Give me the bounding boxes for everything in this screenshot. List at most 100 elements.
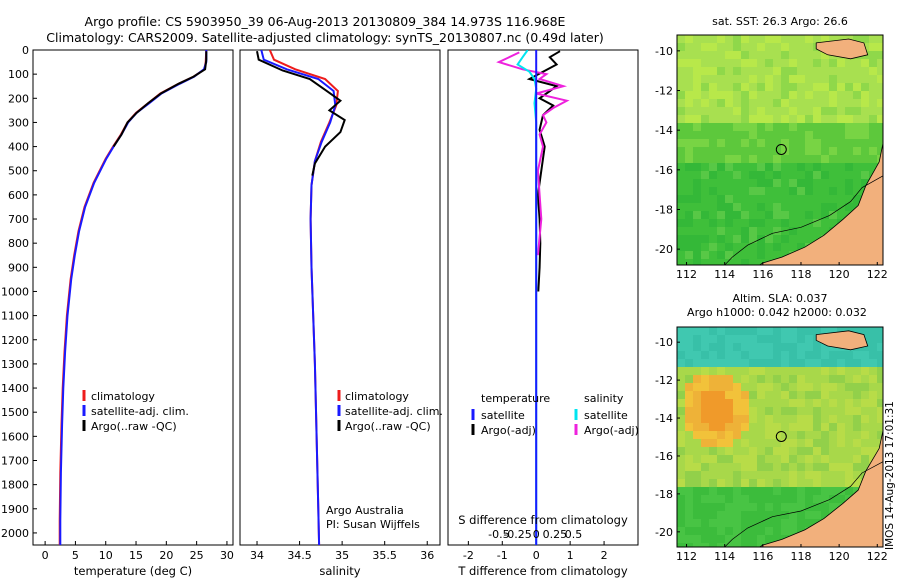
legend-label: climatology (91, 390, 155, 403)
map-cell (861, 155, 869, 163)
map-cell (757, 487, 765, 495)
map-cell (797, 123, 805, 131)
map-cell (805, 423, 813, 431)
x-tick-label: 118 (790, 550, 811, 563)
map-cell (717, 171, 725, 179)
map-cell (781, 187, 789, 195)
map-cell (685, 415, 693, 423)
map-cell (861, 123, 869, 131)
map-cell (749, 187, 757, 195)
map-cell (853, 375, 861, 383)
map-cell (733, 43, 741, 51)
map-cell (717, 179, 725, 187)
map-cell (749, 479, 757, 487)
x-tick-label: 114 (714, 268, 735, 281)
map-cell (741, 235, 749, 243)
map-cell (829, 219, 837, 227)
map-cell (765, 327, 773, 335)
map-cell (845, 383, 853, 391)
map-cell (813, 455, 821, 463)
map-cell (821, 35, 829, 43)
map-cell (725, 327, 733, 335)
map-cell (725, 391, 733, 399)
map-cell (861, 35, 869, 43)
map-cell (781, 327, 789, 335)
map-cell (797, 423, 805, 431)
map-cell (749, 455, 757, 463)
temperature-axis-label: temperature (deg C) (74, 564, 192, 578)
map-cell (877, 343, 883, 351)
x-tick-label: 34.5 (287, 549, 312, 562)
map-cell (773, 211, 781, 219)
map-cell (845, 479, 853, 487)
map-cell (749, 327, 757, 335)
map-cell (781, 35, 789, 43)
map-cell (733, 327, 741, 335)
map-cell (741, 59, 749, 67)
map-cell (797, 107, 805, 115)
map-cell (701, 415, 709, 423)
map-cell (797, 187, 805, 195)
map-cell (741, 35, 749, 43)
map-cell (685, 91, 693, 99)
map-cell (829, 415, 837, 423)
map-cell (813, 423, 821, 431)
map-cell (765, 511, 773, 519)
map-cell (837, 471, 845, 479)
map-cell (765, 407, 773, 415)
map-cell (845, 123, 853, 131)
map-cell (789, 399, 797, 407)
map-cell (845, 131, 853, 139)
map-cell (781, 51, 789, 59)
map-cell (877, 423, 883, 431)
map-cell (701, 243, 709, 251)
map-cell (741, 391, 749, 399)
map-cell (725, 543, 733, 547)
map-cell (677, 211, 685, 219)
map-cell (733, 147, 741, 155)
map-cell (789, 519, 797, 527)
map-cell (677, 227, 685, 235)
y-tick-label: 200 (8, 92, 29, 105)
map-cell (677, 367, 685, 375)
map-cell (861, 415, 869, 423)
x-tick-label: 35 (335, 549, 349, 562)
map-cell (701, 43, 709, 51)
map-cell (837, 155, 845, 163)
map-cell (685, 447, 693, 455)
map-cell (677, 535, 685, 543)
map-cell (869, 407, 877, 415)
map-cell (749, 155, 757, 163)
map-cell (789, 107, 797, 115)
map-cell (861, 431, 869, 439)
x-tick-label: 36 (420, 549, 434, 562)
map-cell (773, 91, 781, 99)
map-cell (725, 439, 733, 447)
map-cell (733, 375, 741, 383)
map-cell (781, 83, 789, 91)
map-cell (701, 375, 709, 383)
map-cell (717, 439, 725, 447)
x-tick-label: -1 (497, 549, 508, 562)
map-cell (877, 391, 883, 399)
map-cell (789, 327, 797, 335)
map-cell (837, 367, 845, 375)
map-cell (709, 391, 717, 399)
map-cell (877, 139, 883, 147)
y-tick-label: -16 (655, 450, 673, 463)
map-cell (717, 447, 725, 455)
map-cell (701, 463, 709, 471)
map-cell (677, 327, 685, 335)
map-cell (797, 359, 805, 367)
map-cell (677, 351, 685, 359)
map-cell (845, 67, 853, 75)
map-cell (861, 367, 869, 375)
map-cell (869, 439, 877, 447)
map-cell (749, 527, 757, 535)
map-cell (741, 519, 749, 527)
map-cell (733, 511, 741, 519)
map-cell (757, 59, 765, 67)
map-cell (781, 375, 789, 383)
map-cell (709, 203, 717, 211)
map-cell (733, 51, 741, 59)
